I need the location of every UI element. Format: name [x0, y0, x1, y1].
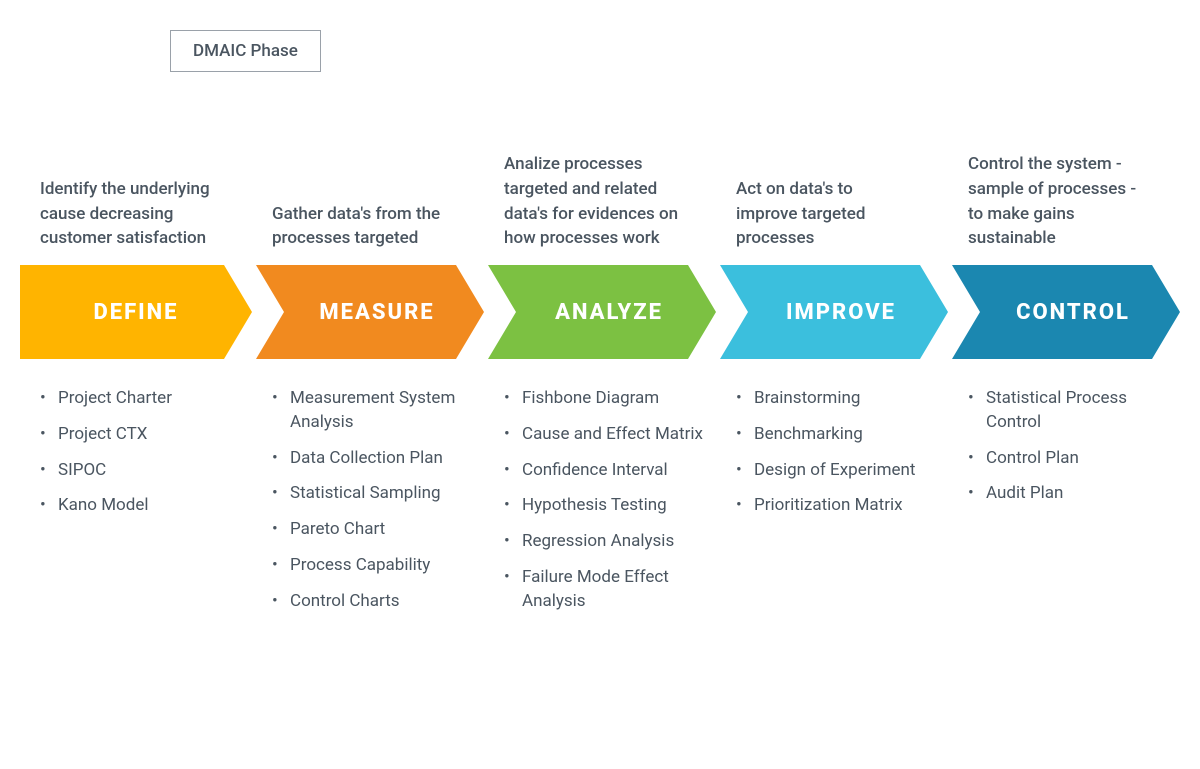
tool-item: Brainstorming — [736, 387, 942, 411]
tool-item: Design of Experiment — [736, 459, 942, 483]
tool-item: Control Charts — [272, 590, 478, 614]
chevron-control: CONTROL — [948, 265, 1180, 359]
tool-item: Audit Plan — [968, 482, 1174, 506]
tools-improve: Brainstorming Benchmarking Design of Exper… — [716, 387, 948, 626]
chevron-shape — [252, 265, 484, 359]
tools-list: Measurement System Analysis Data Collecti… — [272, 387, 478, 614]
chevron-band: DEFINE MEASURE ANALYZE IMPROVE CONTROL — [20, 265, 1180, 359]
tool-item: Confidence Interval — [504, 459, 710, 483]
tool-item: Regression Analysis — [504, 530, 710, 554]
tool-item: Statistical Process Control — [968, 387, 1174, 435]
chevron-define: DEFINE — [20, 265, 252, 359]
chevron-improve: IMPROVE — [716, 265, 948, 359]
tool-item: Data Collection Plan — [272, 447, 478, 471]
tool-item: Project CTX — [40, 423, 246, 447]
tool-item: Kano Model — [40, 494, 246, 518]
tool-item: Control Plan — [968, 447, 1174, 471]
tool-item: Process Capability — [272, 554, 478, 578]
chevron-shape — [20, 265, 252, 359]
chevron-shape — [716, 265, 948, 359]
tool-item: Statistical Sampling — [272, 482, 478, 506]
tools-list: Statistical Process Control Control Plan A… — [968, 387, 1174, 506]
tools-control: Statistical Process Control Control Plan A… — [948, 387, 1180, 626]
phase-description: Analize processes targeted and related d… — [484, 100, 692, 265]
chevron-shape — [948, 265, 1180, 359]
tools-define: Project Charter Project CTX SIPOC Kano Mode… — [20, 387, 252, 626]
tool-item: Pareto Chart — [272, 518, 478, 542]
tool-item: Hypothesis Testing — [504, 494, 710, 518]
tools-list: Project Charter Project CTX SIPOC Kano Mode… — [40, 387, 246, 518]
phase-title-box: DMAIC Phase — [170, 30, 321, 72]
tools-list: Fishbone Diagram Cause and Effect Matrix C… — [504, 387, 710, 614]
tools-list: Brainstorming Benchmarking Design of Exper… — [736, 387, 942, 518]
tool-item: Benchmarking — [736, 423, 942, 447]
chevron-shape — [484, 265, 716, 359]
tool-item: Fishbone Diagram — [504, 387, 710, 411]
phase-description: Act on data's to improve targeted proces… — [716, 100, 924, 265]
tools-analyze: Fishbone Diagram Cause and Effect Matrix C… — [484, 387, 716, 626]
dmaic-diagram: DMAIC Phase Identify the underlying caus… — [20, 30, 1180, 626]
tool-item: Measurement System Analysis — [272, 387, 478, 435]
chevron-analyze: ANALYZE — [484, 265, 716, 359]
tool-item: SIPOC — [40, 459, 246, 483]
phase-description: Identify the underlying cause decreasing… — [20, 100, 228, 265]
descriptions-row: Identify the underlying cause decreasing… — [20, 100, 1180, 265]
tool-item: Project Charter — [40, 387, 246, 411]
tools-measure: Measurement System Analysis Data Collecti… — [252, 387, 484, 626]
tool-item: Cause and Effect Matrix — [504, 423, 710, 447]
tool-item: Prioritization Matrix — [736, 494, 942, 518]
tool-item: Failure Mode Effect Analysis — [504, 566, 710, 614]
phase-description: Gather data's from the processes targete… — [252, 100, 460, 265]
tools-row: Project Charter Project CTX SIPOC Kano Mode… — [20, 387, 1180, 626]
phase-description: Control the system - sample of processes… — [948, 100, 1156, 265]
chevron-measure: MEASURE — [252, 265, 484, 359]
